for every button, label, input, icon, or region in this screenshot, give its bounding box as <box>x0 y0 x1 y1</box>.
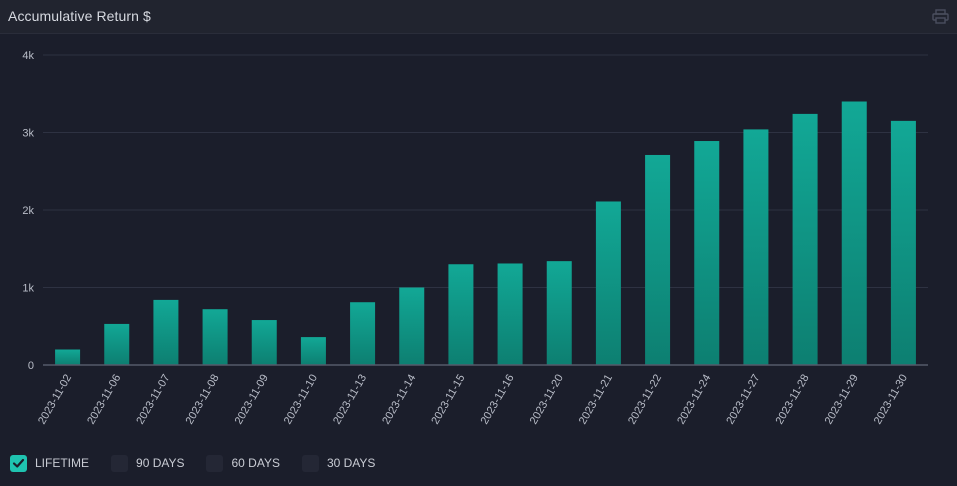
bar <box>497 263 523 365</box>
bar <box>251 320 277 365</box>
legend-60-days[interactable]: 60 DAYS <box>206 454 280 472</box>
x-tick-label: 2023-11-13 <box>331 373 369 427</box>
x-tick-label: 2023-11-22 <box>626 373 664 427</box>
bar <box>153 299 179 365</box>
bar <box>841 101 867 365</box>
x-tick-label: 2023-11-14 <box>380 373 418 427</box>
legend-label: LIFETIME <box>35 456 90 470</box>
x-tick-label: 2023-11-21 <box>577 373 615 427</box>
legend-30-days[interactable]: 30 DAYS <box>301 454 376 472</box>
legend-label: 90 DAYS <box>136 456 185 470</box>
chart-title: Accumulative Return $ <box>8 8 151 24</box>
panel-header: Accumulative Return $ <box>0 0 957 34</box>
x-tick-label: 2023-11-28 <box>774 373 812 427</box>
y-tick-label: 3k <box>22 128 34 140</box>
bar <box>546 261 572 365</box>
bar <box>202 309 228 365</box>
bar <box>890 120 916 365</box>
legend-90-days[interactable]: 90 DAYS <box>111 454 185 472</box>
x-tick-label: 2023-11-08 <box>184 373 222 427</box>
bar <box>448 264 474 365</box>
x-tick-label: 2023-11-27 <box>724 373 762 427</box>
y-tick-label: 1k <box>22 283 34 295</box>
x-tick-label: 2023-11-07 <box>134 373 172 427</box>
bar <box>55 349 81 365</box>
printer-icon[interactable] <box>932 9 949 24</box>
bar <box>350 302 376 365</box>
x-tick-label: 2023-11-16 <box>479 373 517 427</box>
y-tick-label: 2k <box>22 205 34 217</box>
bar-chart: 0 1k 2k 3k 4k 2023-11-02 2023-11-06 2023-11-07 2… <box>22 50 928 427</box>
x-tick-label: 2023-11-24 <box>675 373 713 427</box>
legend-label: 60 DAYS <box>231 456 280 470</box>
x-tick-label: 2023-11-06 <box>85 373 123 427</box>
x-tick-label: 2023-11-20 <box>528 373 566 427</box>
x-tick-label: 2023-11-29 <box>823 373 861 427</box>
bar <box>792 113 818 366</box>
legend: LIFETIME 90 DAYS 60 DAYS 30 DAYS <box>10 452 397 474</box>
x-tick-label: 2023-11-02 <box>36 373 74 427</box>
checkbox-icon[interactable] <box>301 454 319 472</box>
y-tick-label: 4k <box>22 50 34 62</box>
x-tick-label: 2023-11-09 <box>233 373 271 427</box>
checkbox-icon[interactable] <box>111 454 129 472</box>
bar <box>595 201 621 365</box>
bar <box>399 287 425 365</box>
legend-lifetime[interactable]: LIFETIME <box>10 454 90 472</box>
x-tick-label: 2023-11-30 <box>872 373 910 427</box>
bar <box>300 337 326 365</box>
bar <box>645 154 671 365</box>
bar <box>694 141 720 365</box>
checkbox-icon[interactable] <box>206 454 224 472</box>
y-tick-label: 0 <box>28 360 34 372</box>
bar <box>104 323 130 365</box>
x-tick-label: 2023-11-10 <box>282 373 320 427</box>
x-tick-label: 2023-11-15 <box>429 372 467 426</box>
bar <box>743 129 769 365</box>
checkbox-checked-icon[interactable] <box>10 454 27 472</box>
legend-label: 30 DAYS <box>326 456 376 470</box>
